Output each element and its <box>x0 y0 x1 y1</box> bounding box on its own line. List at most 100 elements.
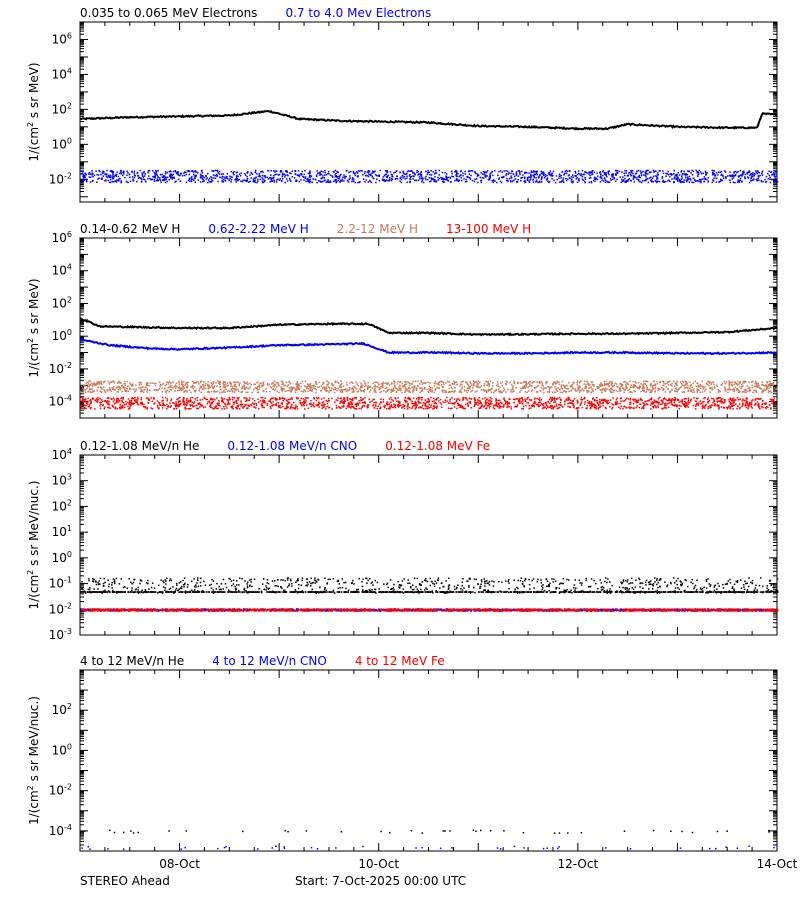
data-point <box>626 386 628 389</box>
data-point <box>321 383 324 386</box>
data-point <box>408 382 411 385</box>
data-point <box>211 180 214 182</box>
data-point <box>138 387 140 389</box>
data-point <box>230 382 233 385</box>
data-point <box>733 383 736 386</box>
data-point <box>527 386 529 389</box>
data-point <box>278 385 280 387</box>
data-point <box>221 177 223 179</box>
data-point <box>430 169 432 172</box>
data-point <box>348 388 351 391</box>
data-point <box>764 406 767 409</box>
data-point <box>677 389 679 391</box>
data-point <box>455 170 458 172</box>
data-point <box>441 171 444 174</box>
data-point <box>211 177 213 179</box>
data-point <box>645 172 647 175</box>
data-point <box>429 390 432 392</box>
data-point <box>155 170 158 173</box>
data-point <box>608 382 611 385</box>
data-point <box>538 398 540 401</box>
data-point <box>316 172 319 175</box>
data-point <box>671 382 673 385</box>
data-point <box>173 402 175 405</box>
data-point <box>331 408 333 410</box>
data-point <box>544 387 546 389</box>
data-point <box>690 384 692 386</box>
data-point <box>270 180 273 182</box>
data-point <box>488 383 490 385</box>
data-point <box>541 171 544 173</box>
data-point <box>551 178 553 180</box>
data-point <box>632 178 635 181</box>
data-point <box>305 180 307 183</box>
data-point <box>651 180 653 183</box>
data-point <box>589 384 591 386</box>
data-point <box>300 403 302 406</box>
data-point <box>106 169 108 172</box>
data-point <box>737 175 740 178</box>
data-point <box>406 170 409 173</box>
data-point <box>297 174 299 176</box>
data-point <box>279 171 282 173</box>
data-point <box>512 386 514 389</box>
data-point <box>692 391 694 394</box>
data-point <box>107 380 110 383</box>
data-point <box>735 403 737 405</box>
data-point <box>701 391 704 393</box>
data-point <box>734 170 737 173</box>
data-point <box>761 174 764 177</box>
data-point <box>529 383 531 386</box>
data-point <box>209 402 211 404</box>
data-point <box>201 169 203 172</box>
data-point <box>597 386 600 388</box>
data-point <box>117 385 119 388</box>
data-point <box>149 177 151 180</box>
data-point <box>773 174 776 176</box>
data-point <box>744 391 746 393</box>
data-point <box>625 397 628 399</box>
data-point <box>511 180 514 183</box>
data-point <box>210 390 213 393</box>
data-point <box>532 171 534 173</box>
data-point <box>416 169 418 172</box>
data-point <box>657 389 659 392</box>
data-point <box>562 180 564 182</box>
data-point <box>151 407 154 410</box>
data-point <box>481 405 483 407</box>
data-point <box>627 178 629 181</box>
data-point <box>406 390 408 392</box>
data-point <box>190 177 193 179</box>
data-point <box>309 172 311 174</box>
data-point <box>438 174 441 176</box>
data-point <box>417 407 420 409</box>
data-point <box>388 398 391 400</box>
data-point <box>212 407 215 410</box>
data-point <box>90 382 93 384</box>
data-point <box>605 172 607 174</box>
data-point <box>458 399 461 401</box>
data-point <box>365 179 368 181</box>
data-point <box>619 389 621 391</box>
data-point <box>603 389 606 392</box>
data-point <box>142 391 145 394</box>
data-point <box>233 173 235 176</box>
data-point <box>256 382 258 384</box>
data-point <box>332 384 334 387</box>
data-point <box>353 172 355 175</box>
data-point <box>516 404 519 406</box>
data-point <box>273 380 276 383</box>
data-point <box>400 387 402 390</box>
data-point <box>144 389 146 391</box>
data-point <box>749 386 751 389</box>
data-point <box>100 382 103 385</box>
data-point <box>505 382 507 385</box>
data-point <box>653 391 656 393</box>
data-point <box>235 388 238 391</box>
data-point <box>183 381 185 383</box>
data-point <box>506 403 509 406</box>
data-point <box>731 385 734 387</box>
data-point <box>222 178 225 181</box>
data-point <box>480 181 483 184</box>
data-point <box>250 404 253 407</box>
